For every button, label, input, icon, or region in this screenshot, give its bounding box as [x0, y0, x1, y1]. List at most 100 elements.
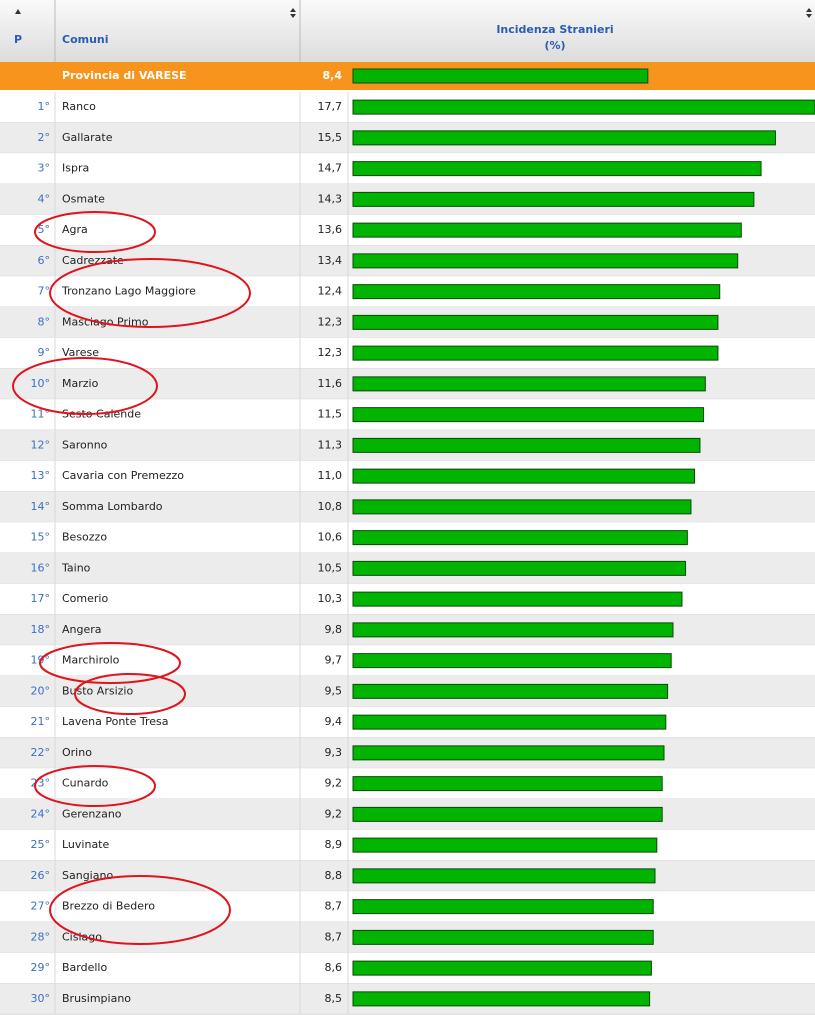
highlight-circle — [49, 258, 251, 328]
comune-name: Cavaria con Premezzo — [62, 469, 184, 482]
bar — [352, 929, 654, 945]
rank: 21° — [31, 715, 51, 728]
value-label: 8,6 — [325, 961, 343, 974]
rank: 15° — [31, 531, 51, 544]
bar — [352, 253, 739, 269]
value-label: 15,5 — [318, 131, 343, 144]
rank: 12° — [31, 438, 51, 451]
rank: 3° — [38, 162, 51, 175]
comune-name: Varese — [62, 346, 99, 359]
value-label: 11,6 — [318, 377, 343, 390]
rank: 14° — [31, 500, 51, 513]
value-label: 11,3 — [318, 438, 343, 451]
bar — [352, 407, 705, 423]
comune-name: Marzio — [62, 377, 99, 390]
value-label: 8,7 — [325, 930, 343, 943]
value-label: 8,7 — [325, 900, 343, 913]
annotations — [12, 211, 251, 945]
bar — [352, 284, 721, 300]
comune-name: Saronno — [62, 438, 108, 451]
bar — [352, 653, 672, 669]
header-rank[interactable]: P — [14, 33, 22, 46]
comune-name: Luvinate — [62, 838, 109, 851]
value-label: 12,4 — [318, 285, 343, 298]
comune-name: Agra — [62, 223, 88, 236]
highlight-circle — [34, 211, 156, 253]
value-label: 9,2 — [325, 807, 343, 820]
bar — [352, 991, 651, 1007]
highlight-circle — [49, 875, 231, 945]
bar — [352, 376, 706, 392]
comune-name: Somma Lombardo — [62, 500, 163, 513]
rank: 17° — [31, 592, 51, 605]
value-label: 12,3 — [318, 346, 343, 359]
comune-name: Sangiano — [62, 869, 113, 882]
rank: 5° — [38, 223, 51, 236]
bar — [352, 222, 742, 238]
rank: 29° — [31, 961, 51, 974]
header-bg — [0, 0, 815, 62]
value-label: 11,5 — [318, 408, 343, 421]
sort-icon[interactable] — [806, 8, 812, 18]
comune-name: Gallarate — [62, 131, 113, 144]
rank: 9° — [38, 346, 51, 359]
highlight-circle — [12, 357, 158, 415]
comune-name: Angera — [62, 623, 102, 636]
bar — [352, 899, 654, 915]
comune-name: Cadrezzate — [62, 254, 124, 267]
bar — [352, 776, 663, 792]
bar — [352, 99, 815, 115]
comune-name: Taino — [61, 561, 91, 574]
comune-name: Cunardo — [62, 777, 109, 790]
sort-icon[interactable] — [290, 8, 296, 18]
rank: 30° — [31, 992, 51, 1005]
highlight-circle — [34, 765, 156, 807]
rank: 13° — [31, 469, 51, 482]
value-label: 11,0 — [318, 469, 343, 482]
rank: 26° — [31, 869, 51, 882]
rank: 24° — [31, 807, 51, 820]
comune-name: Orino — [62, 746, 92, 759]
value-label: 12,3 — [318, 315, 343, 328]
bar — [352, 468, 696, 484]
total-value: 8,4 — [323, 69, 343, 82]
rank: 8° — [38, 315, 51, 328]
bar — [352, 314, 719, 330]
rank: 4° — [38, 192, 51, 205]
highlight-circle — [74, 673, 186, 715]
bar — [352, 622, 674, 638]
comune-name: Busto Arsizio — [62, 684, 133, 697]
highlight-circle — [39, 642, 181, 684]
value-label: 10,8 — [318, 500, 343, 513]
bar — [352, 530, 688, 546]
value-label: 14,3 — [318, 192, 343, 205]
bar — [352, 714, 667, 730]
value-label: 9,4 — [325, 715, 343, 728]
rank: 1° — [38, 100, 51, 113]
value-label: 9,2 — [325, 777, 343, 790]
rank: 10° — [31, 377, 51, 390]
total-name: Provincia di VARESE — [62, 69, 187, 82]
rank: 6° — [38, 254, 51, 267]
value-label: 10,3 — [318, 592, 343, 605]
value-label: 9,7 — [325, 654, 343, 667]
comune-name: Ispra — [62, 162, 89, 175]
comune-name: Bardello — [62, 961, 107, 974]
rank: 25° — [31, 838, 51, 851]
rank: 18° — [31, 623, 51, 636]
bar — [352, 806, 663, 822]
bar — [352, 683, 669, 699]
comune-name: Marchirolo — [62, 654, 120, 667]
bar — [352, 837, 658, 853]
sort-icon[interactable] — [15, 9, 21, 14]
comune-name: Tronzano Lago Maggiore — [61, 285, 196, 298]
rank: 7° — [38, 285, 51, 298]
value-label: 8,8 — [325, 869, 343, 882]
comune-name: Lavena Ponte Tresa — [62, 715, 169, 728]
header-value[interactable]: Incidenza Stranieri — [496, 23, 613, 36]
comune-name: Osmate — [62, 192, 105, 205]
value-label: 9,3 — [325, 746, 343, 759]
bar — [352, 191, 755, 207]
header-name[interactable]: Comuni — [62, 33, 109, 46]
